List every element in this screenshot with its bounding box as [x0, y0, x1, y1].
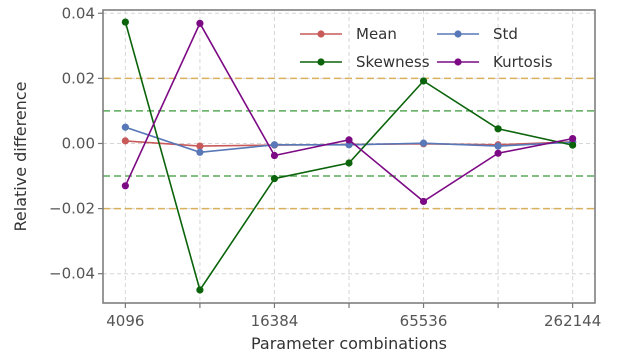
- series-point-mean: [121, 137, 129, 145]
- legend-marker-kurtosis: [454, 58, 462, 66]
- series-point-mean: [196, 142, 204, 150]
- series-point-skewness: [345, 159, 353, 167]
- series-point-kurtosis: [419, 197, 428, 206]
- legend-label-std: Std: [493, 25, 518, 43]
- legend-label-skewness: Skewness: [356, 53, 430, 71]
- y-tick-label: 0.04: [62, 4, 95, 22]
- y-axis-label: Relative difference: [11, 82, 30, 232]
- series-point-kurtosis: [494, 149, 502, 157]
- series-point-skewness: [494, 125, 502, 133]
- series-point-skewness: [121, 18, 129, 26]
- x-tick-label: 65536: [400, 312, 448, 330]
- series-point-skewness: [569, 141, 577, 149]
- legend-label-mean: Mean: [356, 25, 397, 43]
- y-tick-label: −0.02: [49, 200, 95, 218]
- x-tick-label: 16384: [251, 312, 299, 330]
- series-point-std: [121, 123, 129, 131]
- legend: Mean Std Skewness Kurtosis: [300, 25, 553, 71]
- legend-marker-std: [454, 30, 462, 38]
- series-point-kurtosis: [121, 182, 129, 190]
- series-point-kurtosis: [270, 151, 279, 160]
- series-point-std: [494, 142, 502, 150]
- series-point-std: [196, 148, 204, 156]
- series-point-kurtosis: [196, 19, 204, 27]
- x-tick-label: 262144: [544, 312, 601, 330]
- x-tick-label: 4096: [106, 312, 144, 330]
- series-point-std: [419, 139, 428, 147]
- y-tick-label: 0.00: [62, 134, 95, 152]
- series-point-kurtosis: [345, 136, 353, 144]
- legend-label-kurtosis: Kurtosis: [493, 53, 553, 71]
- series-point-skewness: [196, 286, 204, 294]
- series-point-std: [270, 141, 279, 149]
- series-point-kurtosis: [569, 134, 577, 143]
- legend-marker-skewness: [317, 58, 325, 66]
- x-axis-label: Parameter combinations: [251, 334, 447, 353]
- series-point-skewness: [419, 77, 428, 85]
- y-tick-label: 0.02: [62, 69, 95, 87]
- series-point-skewness: [270, 175, 279, 183]
- reference-lines: [103, 77, 595, 210]
- ticks-layer: −0.04 −0.02 0.00 0.02 0.04 4096 16384 65536 2621…: [49, 4, 601, 330]
- series-layer: [121, 18, 577, 294]
- legend-marker-mean: [317, 30, 325, 38]
- y-tick-label: −0.04: [49, 265, 95, 283]
